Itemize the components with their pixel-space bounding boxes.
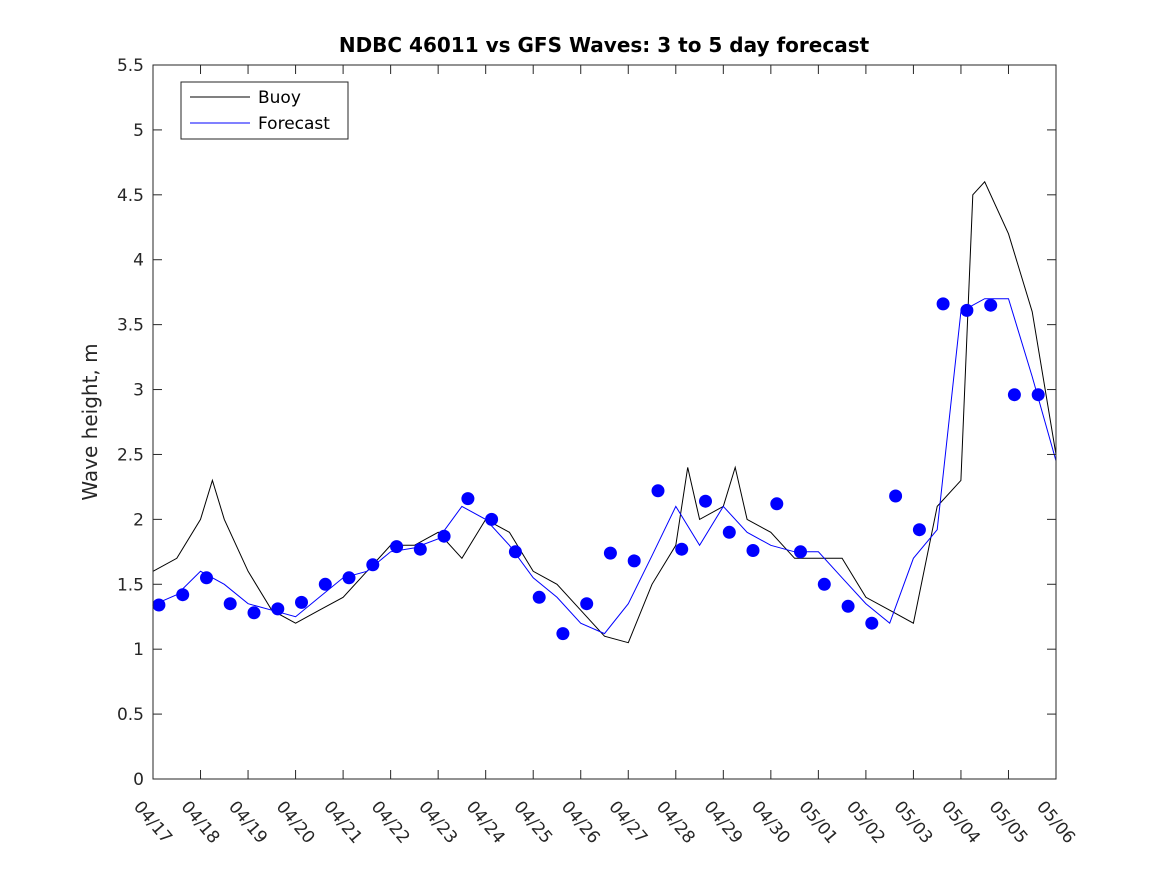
- forecast-marker: [247, 606, 261, 620]
- forecast-marker: [984, 298, 998, 312]
- forecast-marker: [508, 545, 522, 559]
- forecast-marker: [1007, 388, 1021, 402]
- y-tick-label: 3.5: [117, 316, 144, 336]
- forecast-marker: [532, 590, 546, 604]
- forecast-marker: [912, 523, 926, 537]
- forecast-marker: [889, 489, 903, 503]
- forecast-marker: [437, 529, 451, 543]
- chart-title: NDBC 46011 vs GFS Waves: 3 to 5 day fore…: [339, 33, 870, 57]
- forecast-marker: [603, 546, 617, 560]
- forecast-marker: [342, 571, 356, 585]
- forecast-marker: [461, 492, 475, 506]
- forecast-marker: [699, 494, 712, 508]
- forecast-marker: [770, 497, 784, 511]
- y-tick-label: 2.5: [117, 445, 144, 465]
- forecast-marker: [390, 540, 404, 554]
- forecast-marker: [794, 545, 807, 559]
- forecast-marker: [366, 558, 380, 572]
- y-tick-label: 5.5: [117, 56, 144, 76]
- legend-buoy-label: Buoy: [258, 88, 301, 108]
- forecast-marker: [556, 627, 570, 641]
- y-axis-label: Wave height, m: [78, 343, 102, 500]
- y-tick-label: 1.5: [117, 575, 144, 595]
- forecast-marker: [318, 577, 332, 591]
- forecast-marker: [722, 525, 736, 539]
- y-tick-label: 0: [133, 770, 144, 790]
- y-tick-label: 5: [133, 121, 144, 141]
- forecast-marker: [413, 542, 427, 556]
- legend: Buoy Forecast: [180, 81, 349, 140]
- forecast-marker: [580, 597, 594, 611]
- forecast-marker: [1031, 388, 1045, 402]
- forecast-marker: [152, 598, 166, 612]
- forecast-marker: [176, 588, 190, 602]
- forecast-marker: [627, 554, 641, 568]
- y-tick-label: 3: [133, 381, 144, 401]
- legend-forecast-label: Forecast: [258, 114, 330, 134]
- forecast-marker: [271, 602, 285, 616]
- plot-frame: [152, 64, 1057, 780]
- forecast-marker: [200, 571, 213, 585]
- forecast-marker: [295, 595, 308, 609]
- y-tick-label: 4.5: [117, 186, 144, 206]
- y-tick-label: 0.5: [117, 705, 144, 725]
- forecast-marker: [841, 599, 855, 613]
- forecast-marker: [960, 303, 974, 317]
- forecast-marker: [485, 512, 499, 526]
- buoy-series-line: [153, 180, 1056, 644]
- forecast-marker: [746, 544, 760, 557]
- forecast-marker: [675, 542, 689, 556]
- forecast-marker: [651, 484, 665, 498]
- y-tick-label: 2: [133, 510, 144, 530]
- y-tick-label: 4: [133, 251, 144, 271]
- forecast-marker: [817, 577, 831, 591]
- forecast-marker: [223, 597, 237, 611]
- y-tick-label: 1: [133, 640, 144, 660]
- forecast-marker: [936, 297, 950, 311]
- forecast-series-line: [153, 298, 1056, 635]
- forecast-marker: [865, 616, 879, 630]
